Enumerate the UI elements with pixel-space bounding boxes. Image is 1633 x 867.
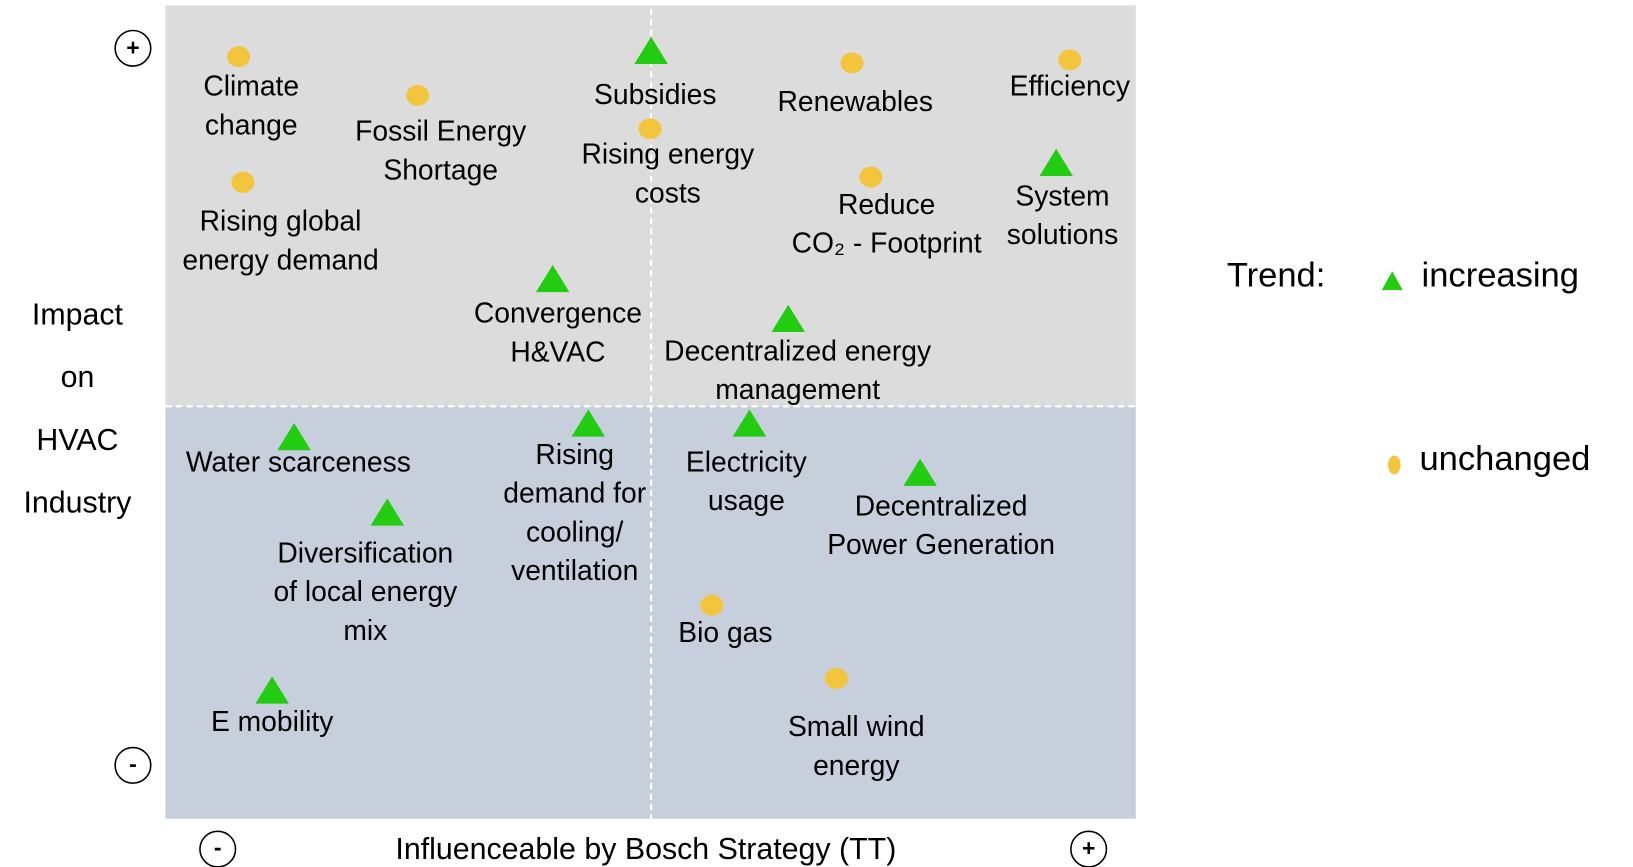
y-axis-label-line: HVAC <box>36 424 118 457</box>
y-axis-label-line: Industry <box>23 487 132 520</box>
item-label: CO₂ - Footprint <box>792 227 982 259</box>
triangle-marker <box>1039 148 1073 176</box>
item-label: Efficiency <box>1010 70 1131 102</box>
legend-triangle <box>1381 271 1403 291</box>
y-minus: - <box>129 750 137 776</box>
item-label: solutions <box>1007 218 1119 250</box>
item-label: Decentralized energy <box>664 334 932 366</box>
item-label: energy <box>813 749 900 781</box>
circle-marker <box>406 84 430 106</box>
y-axis-label-line: on <box>61 361 95 394</box>
item-label: Water scarceness <box>186 445 411 477</box>
legend-unchanged: unchanged <box>1419 440 1590 478</box>
x-axis-label: Influenceable by Bosch Strategy (TT) <box>395 833 896 866</box>
legend-circle <box>1388 455 1401 475</box>
circle-marker <box>227 46 251 68</box>
circle-marker <box>840 52 864 74</box>
item-label: usage <box>708 484 785 516</box>
item-label: of local energy <box>273 575 458 607</box>
item-label: Power Generation <box>827 528 1055 560</box>
item-label: System <box>1015 179 1109 211</box>
item-label: Fossil Energy <box>355 115 527 147</box>
item-label: Rising energy <box>581 138 755 170</box>
triangle-marker <box>903 458 937 486</box>
item-label: costs <box>635 176 701 208</box>
item-label: Reduce <box>838 188 935 220</box>
circle-marker <box>1058 49 1082 71</box>
y-axis-label-line: Impact <box>32 298 124 331</box>
triangle-marker <box>255 676 289 704</box>
item-label: Decentralized <box>855 489 1028 521</box>
triangle-marker <box>771 304 805 332</box>
triangle-marker <box>732 409 767 437</box>
item-label: Renewables <box>777 85 932 117</box>
item-label: change <box>205 108 298 140</box>
sign-circle <box>114 746 152 784</box>
item-label: Climate <box>203 70 299 102</box>
triangle-marker <box>571 409 606 437</box>
sign-circle <box>114 29 152 67</box>
item-label: H&VAC <box>510 335 605 367</box>
item-label: Subsidies <box>594 78 716 110</box>
item-label: ventilation <box>511 554 638 586</box>
item-label: Bio gas <box>678 616 772 648</box>
legend-increasing: increasing <box>1422 257 1579 295</box>
item-label: Convergence <box>474 297 642 329</box>
x-plus: + <box>1082 835 1095 861</box>
item-label: mix <box>343 614 387 646</box>
item-label: demand for <box>503 477 646 509</box>
triangle-marker <box>370 498 405 526</box>
legend-title: Trend: <box>1227 257 1326 295</box>
item-label: Rising <box>535 438 614 470</box>
item-label: management <box>715 373 880 405</box>
triangle-marker <box>634 36 668 64</box>
triangle-marker <box>535 264 570 293</box>
circle-marker <box>824 667 848 689</box>
triangle-marker <box>277 423 311 451</box>
y-plus: + <box>126 34 139 60</box>
item-label: Shortage <box>383 153 498 185</box>
item-label: energy demand <box>182 243 378 275</box>
circle-marker <box>859 166 883 188</box>
x-minus: - <box>214 834 222 860</box>
item-label: cooling/ <box>526 515 624 547</box>
item-label: Rising global <box>200 205 362 237</box>
circle-marker <box>231 171 255 193</box>
item-label: Diversification <box>277 536 453 568</box>
circle-marker <box>700 594 724 616</box>
item-label: Electricity <box>686 445 808 477</box>
item-label: E mobility <box>211 705 334 737</box>
circle-marker <box>638 118 662 140</box>
item-label: Small wind <box>788 710 925 742</box>
